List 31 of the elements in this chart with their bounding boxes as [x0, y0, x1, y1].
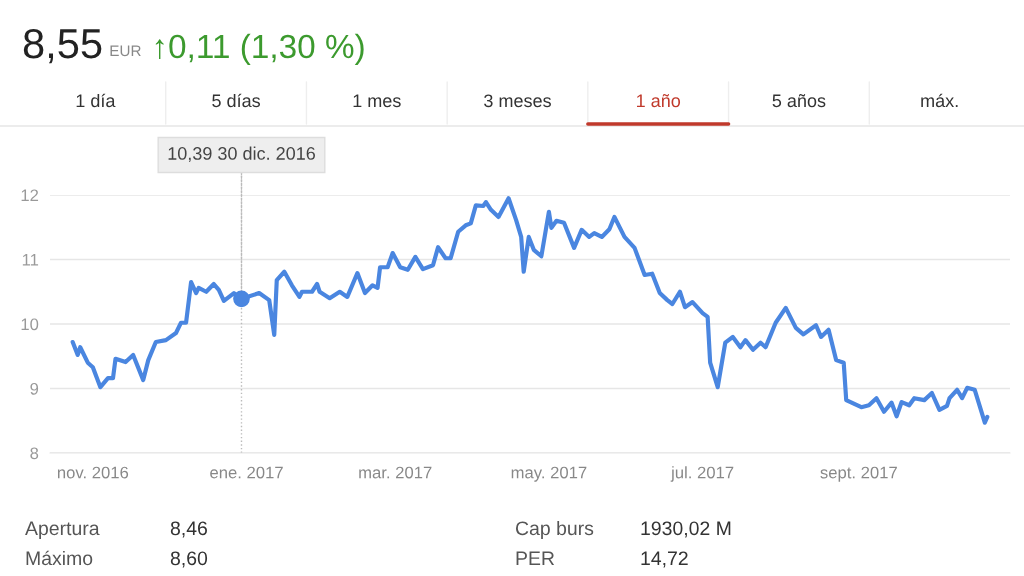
text: EUR	[110, 45, 141, 57]
text: ↑0,11 (1,30 %)	[155, 33, 364, 65]
text: 8,60	[170, 551, 208, 568]
text: 8,46	[170, 521, 207, 538]
text: 5 días	[212, 93, 261, 108]
annotation: 10,39 30 dic. 2016	[168, 146, 315, 162]
text: 1 mes	[353, 94, 401, 108]
y-tick-label: 10	[21, 318, 39, 331]
text: PER	[516, 551, 555, 565]
text: 1930,02 M	[641, 521, 731, 538]
y-tick-label: 11	[22, 254, 39, 266]
y-tick-label: 9	[30, 382, 39, 395]
text: máx.	[921, 93, 958, 108]
text: 1 día	[76, 93, 116, 108]
text: 5 años	[772, 94, 826, 108]
y-tick-label: 8	[30, 447, 39, 460]
x-tick-label: sept. 2017	[820, 466, 897, 482]
x-tick-label: ene. 2017	[210, 466, 283, 479]
text: 3 meses	[484, 94, 551, 108]
x-tick-label: nov. 2016	[57, 466, 129, 479]
text: 14,72	[641, 551, 688, 568]
y-tick-label: 12	[21, 189, 39, 202]
x-tick-label: mar. 2017	[359, 466, 432, 479]
text: Apertura	[25, 521, 100, 540]
text: Máximo	[26, 550, 93, 566]
text: Cap burs	[515, 520, 594, 540]
line-series	[70, 196, 990, 425]
x-tick-label: jul. 2017	[670, 466, 734, 482]
text: 1 año	[637, 94, 681, 108]
chart-title: 8,55	[23, 28, 102, 64]
x-tick-label: may. 2017	[511, 466, 587, 482]
